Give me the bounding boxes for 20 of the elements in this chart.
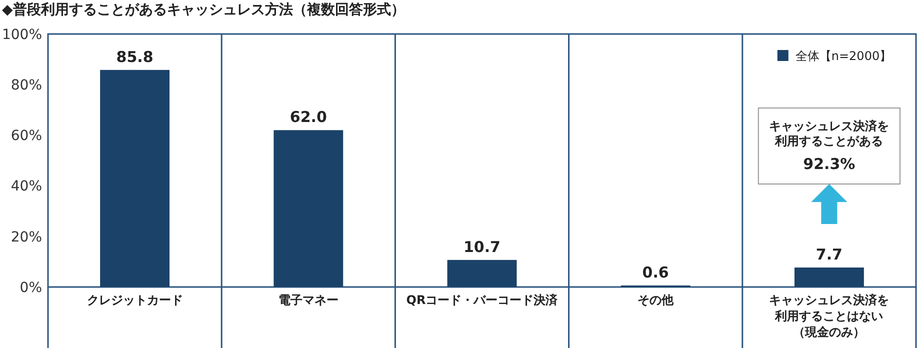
x-tick-label: QRコード・バーコード決済 [406,293,559,307]
x-tick-label: クレジットカード [86,293,183,307]
legend-label: 全体【n=2000】 [795,49,892,64]
text: 0.6 [642,263,669,282]
y-tick-label: 80% [10,78,42,94]
text: 7.7 [816,246,842,264]
text: 85.8 [116,48,154,66]
chart-title: ◆普段利用することがあるキャッシュレス方法（複数回答形式） [2,1,405,18]
text: 62.0 [290,108,327,126]
text: 10.7 [463,238,501,256]
y-tick-label: 40% [10,178,42,195]
y-tick-label: 0% [20,280,42,296]
y-tick-label: 60% [10,128,42,144]
y-tick-label: 100% [2,26,42,43]
annotation: 92.3% [803,155,856,173]
y-tick-label: 20% [10,229,42,246]
x-tick-label: 電子マネー [278,293,338,307]
annotation: キャッシュレス決済を利用することがある [769,119,890,148]
x-tick-label: その他 [638,293,675,307]
x-tick-label: キャッシュレス決済を利用することはない（現金のみ） [769,293,890,339]
